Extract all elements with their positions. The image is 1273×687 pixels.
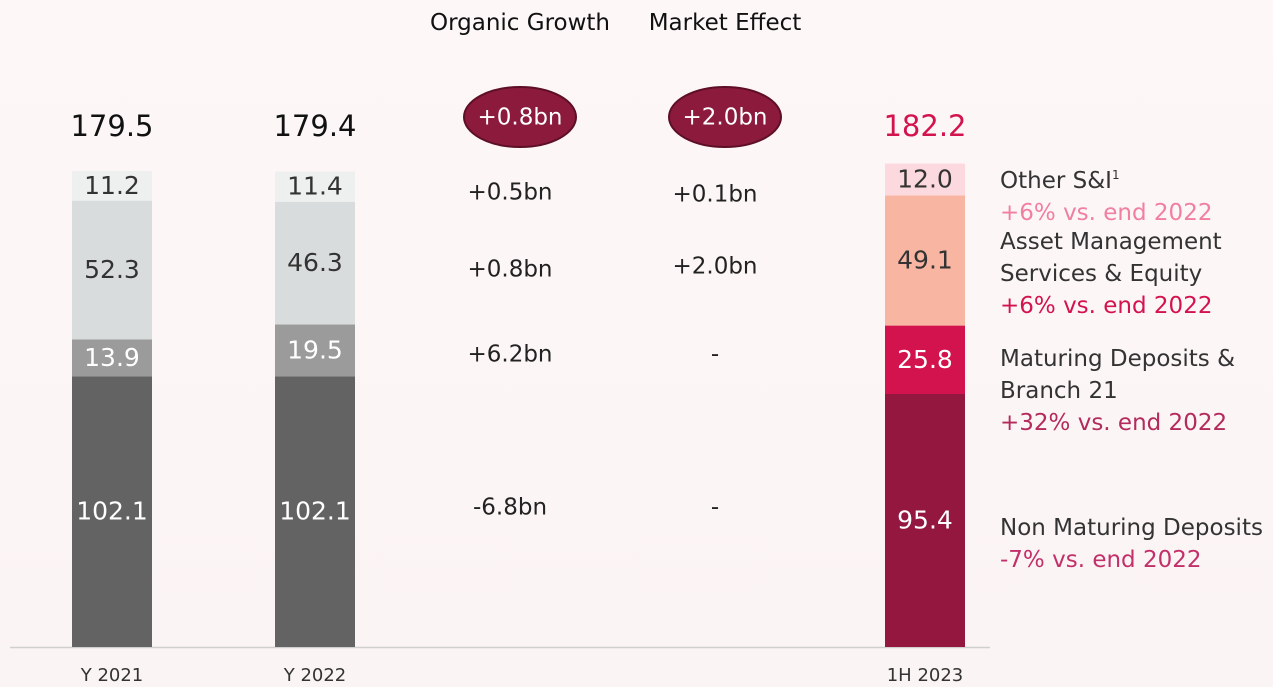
legend-name: Asset Management Services & Equity [1000, 226, 1272, 290]
annotation-total: +0.8bn [477, 105, 562, 131]
legend-entry: Other S&I1 +6% vs. end 2022 [1000, 159, 1272, 229]
segment-label: 25.8 [897, 345, 953, 374]
legend-change: +32% vs. end 2022 [1000, 410, 1228, 436]
legend-label: Other S&I [1000, 168, 1112, 194]
bar-segment [72, 170, 152, 201]
bar-segment [72, 200, 152, 340]
legend-label: Asset Management Services & Equity [1000, 229, 1222, 287]
legend-change: -7% vs. end 2022 [1000, 547, 1202, 573]
category-label: 1H 2023 [886, 665, 964, 686]
annotation-value: +6.2bn [467, 342, 552, 368]
total-label: 179.4 [273, 109, 356, 143]
bar-segment [275, 201, 355, 325]
annotation-total: +2.0bn [682, 105, 767, 131]
legend-change: +6% vs. end 2022 [1000, 293, 1213, 319]
total-label: 182.2 [883, 109, 966, 143]
category-label: Y 2021 [80, 665, 144, 686]
segment-label: 49.1 [897, 245, 953, 274]
annotation-value: +0.1bn [672, 182, 757, 208]
segment-label: 46.3 [287, 248, 343, 277]
bar-segment [275, 324, 355, 377]
legend-entry: Non Maturing Deposits -7% vs. end 2022 [1000, 512, 1272, 576]
legend-name: Other S&I1 [1000, 159, 1272, 197]
segment-label: 19.5 [287, 335, 343, 364]
bar-segment [275, 171, 355, 202]
segment-label: 13.9 [84, 343, 140, 372]
total-label: 179.5 [70, 109, 153, 143]
bar-segment [885, 163, 965, 196]
bar-segment [885, 325, 965, 394]
legend-change: +6% vs. end 2022 [1000, 200, 1213, 226]
segment-label: 11.4 [287, 172, 343, 201]
annotation-header: Market Effect [648, 10, 802, 36]
footnote-mark: 1 [1111, 168, 1120, 182]
legend-label: Maturing Deposits & Branch 21 [1000, 346, 1236, 404]
segment-label: 102.1 [279, 497, 351, 526]
legend-name: Non Maturing Deposits [1000, 512, 1272, 544]
bar-segment [885, 195, 965, 326]
bar-segment [275, 376, 355, 647]
category-label: Y 2022 [283, 665, 347, 686]
annotation-value: +2.0bn [672, 254, 757, 280]
total-badge [463, 86, 577, 148]
segment-label: 12.0 [897, 164, 953, 193]
total-badge [668, 86, 782, 148]
annotation-value: - [711, 342, 719, 368]
annotation-value: +0.5bn [467, 180, 552, 206]
segment-label: 95.4 [897, 505, 953, 534]
bar-segment [72, 376, 152, 647]
segment-label: 52.3 [84, 255, 140, 284]
bar-segment [885, 393, 965, 647]
bar-segment [72, 339, 152, 377]
annotation-value: +0.8bn [467, 257, 552, 283]
annotation-value: -6.8bn [473, 495, 547, 521]
legend-name: Maturing Deposits & Branch 21 [1000, 343, 1272, 407]
legend-label: Non Maturing Deposits [1000, 515, 1263, 541]
segment-label: 102.1 [76, 497, 148, 526]
segment-label: 11.2 [84, 171, 140, 200]
legend-entry: Maturing Deposits & Branch 21 +32% vs. en… [1000, 343, 1272, 439]
annotation-value: - [711, 495, 719, 521]
legend-entry: Asset Management Services & Equity +6% vs… [1000, 226, 1272, 322]
annotation-header: Organic Growth [429, 10, 611, 36]
